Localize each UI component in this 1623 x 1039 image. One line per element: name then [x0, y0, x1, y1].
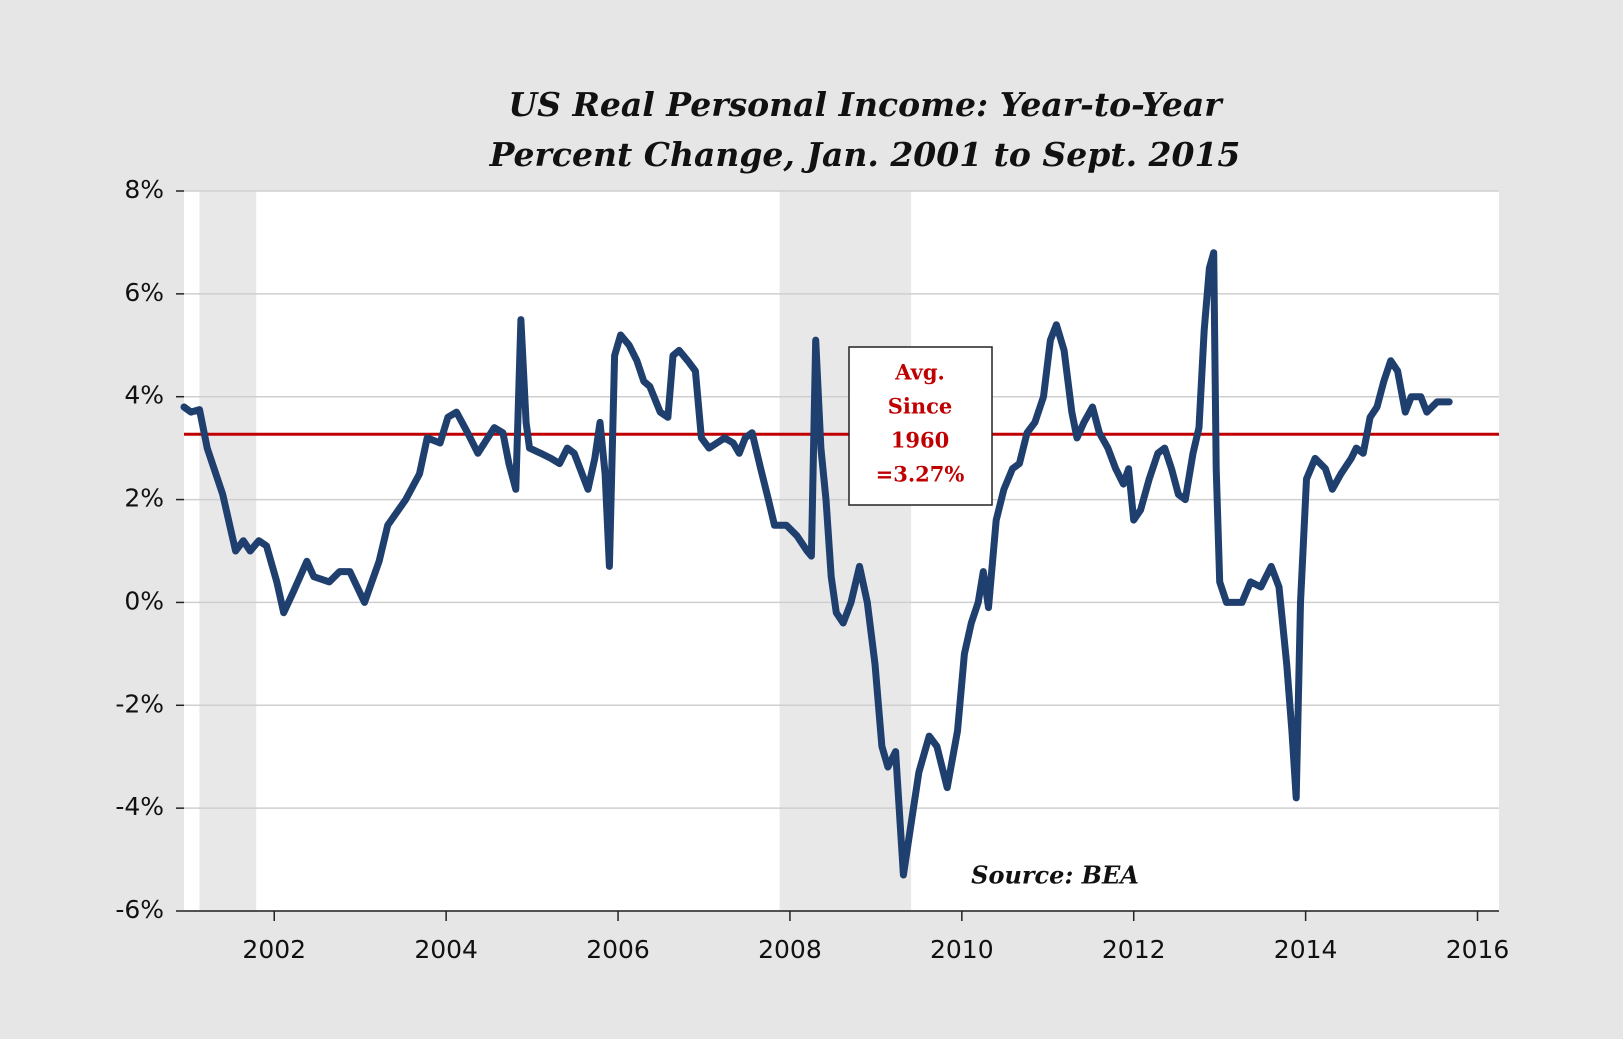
annotation-text: 1960 [891, 428, 949, 453]
x-tick-label: 2002 [242, 935, 306, 964]
recession-shade [779, 191, 912, 911]
series-line [180, 249, 1453, 879]
x-tick-label: 2012 [1102, 935, 1166, 964]
y-tick-label: -4% [115, 792, 164, 821]
y-tick-label: 0% [124, 586, 164, 615]
chart-title: US Real Personal Income: Year-to-Year [508, 85, 1224, 124]
y-tick-label: -2% [115, 689, 164, 718]
chart-title: Percent Change, Jan. 2001 to Sept. 2015 [489, 135, 1241, 174]
x-tick-label: 2004 [414, 935, 478, 964]
x-tick-label: 2008 [758, 935, 822, 964]
y-tick-label: 2% [124, 484, 164, 513]
source: Source: BEA [971, 861, 1139, 890]
y-tick-label: -6% [115, 895, 164, 924]
y-tick-label: 4% [124, 381, 164, 410]
y-tick-label: 6% [124, 278, 164, 307]
y-tick-label: 8% [124, 175, 164, 204]
annotation-box [848, 346, 993, 506]
x-tick-label: 2010 [930, 935, 994, 964]
annotation-text: =3.27% [876, 462, 965, 487]
x-tick-label: 2006 [586, 935, 650, 964]
annotation-text: Avg. [894, 360, 945, 385]
x-tick-label: 2016 [1446, 935, 1510, 964]
x-tick-label: 2014 [1274, 935, 1338, 964]
annotation-text: Since [888, 394, 953, 419]
